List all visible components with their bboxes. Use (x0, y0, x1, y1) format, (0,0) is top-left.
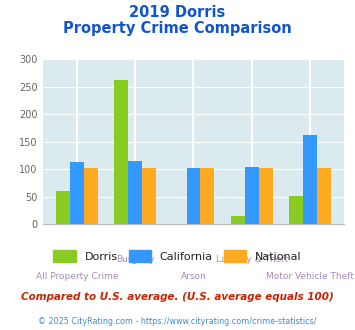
Bar (129, 161, 142, 224)
Bar (142, 168, 156, 224)
Legend: Dorris, California, National: Dorris, California, National (49, 246, 306, 267)
Bar (231, 216, 245, 224)
Bar (70, 162, 84, 224)
Text: 2019 Dorris: 2019 Dorris (129, 5, 226, 20)
Text: Larceny & Theft: Larceny & Theft (215, 255, 288, 264)
Bar (84, 168, 98, 224)
Text: Property Crime Comparison: Property Crime Comparison (63, 21, 292, 36)
Bar (258, 168, 273, 224)
Bar (201, 168, 214, 224)
Bar (303, 135, 317, 224)
Bar (289, 196, 303, 224)
Bar (186, 168, 201, 224)
Text: Compared to U.S. average. (U.S. average equals 100): Compared to U.S. average. (U.S. average … (21, 292, 334, 302)
Text: Arson: Arson (181, 272, 206, 280)
Text: All Property Crime: All Property Crime (36, 272, 119, 280)
Bar (56, 191, 70, 224)
Bar (114, 80, 129, 224)
Text: Motor Vehicle Theft: Motor Vehicle Theft (266, 272, 354, 280)
Bar (245, 167, 258, 224)
Text: © 2025 CityRating.com - https://www.cityrating.com/crime-statistics/: © 2025 CityRating.com - https://www.city… (38, 317, 317, 326)
Text: Burglary: Burglary (116, 255, 155, 264)
Bar (317, 168, 331, 224)
